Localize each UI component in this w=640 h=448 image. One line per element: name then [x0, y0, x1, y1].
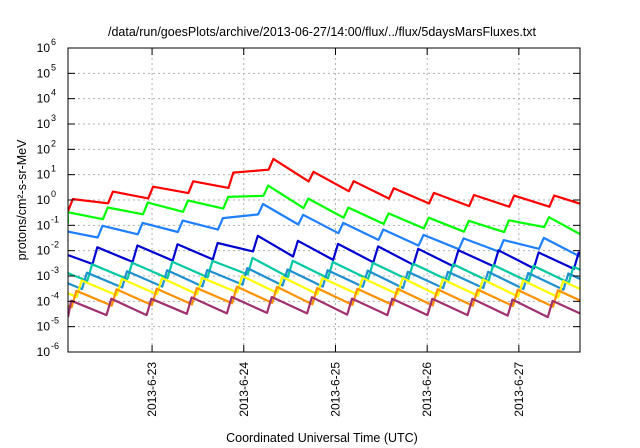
y-tick-exponent: 2 — [51, 138, 56, 148]
series-line — [68, 234, 580, 270]
y-tick-exponent: -5 — [51, 316, 59, 326]
y-tick-label: 10 — [37, 320, 51, 334]
y-tick-exponent: 6 — [51, 37, 56, 47]
axes: 10 -610 -510 -410 -310 -210 -110 010 110 210 310 41… — [37, 37, 581, 417]
x-tick-label: 2013-6-26 — [420, 362, 434, 417]
y-axis-label: protons/cm²-s-sr-MeV — [15, 139, 29, 261]
y-tick-label: 10 — [37, 92, 51, 106]
series-line — [68, 184, 580, 236]
x-tick-label: 2013-6-24 — [237, 362, 251, 417]
y-tick-exponent: 4 — [51, 88, 56, 98]
y-tick-exponent: -1 — [51, 214, 59, 224]
x-axis-label: Coordinated Universal Time (UTC) — [226, 431, 418, 445]
series-line — [68, 295, 580, 319]
series-line — [68, 202, 580, 258]
y-tick-label: 10 — [37, 193, 51, 207]
y-tick-exponent: -4 — [51, 290, 59, 300]
plot-frame — [67, 47, 581, 353]
series-layer — [68, 157, 580, 319]
series-line — [68, 157, 580, 212]
y-tick-label: 10 — [37, 244, 51, 258]
y-tick-label: 10 — [37, 294, 51, 308]
y-tick-exponent: -2 — [51, 240, 59, 250]
y-tick-label: 10 — [37, 142, 51, 156]
y-tick-exponent: 3 — [51, 113, 56, 123]
y-tick-label: 10 — [37, 66, 51, 80]
x-tick-label: 2013-6-27 — [512, 362, 526, 417]
series-line — [68, 267, 580, 291]
y-tick-label: 10 — [37, 117, 51, 131]
y-tick-label: 10 — [37, 345, 51, 359]
chart-title: /data/run/goesPlots/archive/2013-06-27/1… — [108, 25, 537, 39]
y-tick-label: 10 — [37, 218, 51, 232]
series-line — [68, 274, 580, 299]
grid-lines — [68, 48, 580, 352]
y-tick-label: 10 — [37, 41, 51, 55]
y-tick-exponent: 1 — [51, 164, 56, 174]
x-tick-label: 2013-6-23 — [145, 362, 159, 417]
series-line — [68, 285, 580, 309]
series-line — [68, 256, 580, 284]
y-tick-exponent: 0 — [51, 189, 56, 199]
y-tick-label: 10 — [37, 168, 51, 182]
y-tick-label: 10 — [37, 269, 51, 283]
x-tick-label: 2013-6-25 — [328, 362, 342, 417]
y-tick-exponent: 5 — [51, 62, 56, 72]
y-tick-exponent: -6 — [51, 341, 59, 351]
y-tick-exponent: -3 — [51, 265, 59, 275]
